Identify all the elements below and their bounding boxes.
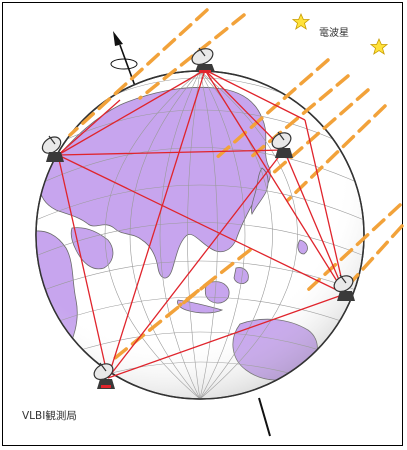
baseline <box>57 69 206 156</box>
baseline <box>204 69 306 121</box>
ray <box>286 104 387 202</box>
ray <box>138 13 246 100</box>
baseline <box>283 149 346 295</box>
baseline <box>57 154 109 379</box>
ray <box>68 8 209 137</box>
ray <box>212 58 330 162</box>
baseline <box>204 69 346 295</box>
baseline <box>107 69 206 379</box>
antenna-icon <box>333 274 355 301</box>
rotation-axis-arrow <box>113 31 123 46</box>
antenna-icon <box>271 131 293 158</box>
ray <box>178 248 252 307</box>
baseline <box>57 99 121 156</box>
ray <box>270 88 370 176</box>
baselines <box>57 69 346 379</box>
ray <box>342 224 404 292</box>
antenna-icon <box>41 135 64 162</box>
baseline <box>107 149 285 379</box>
baseline <box>57 149 285 156</box>
baseline <box>107 293 346 379</box>
radio-rays <box>68 8 404 360</box>
station-label: VLBI観測局 <box>22 410 77 422</box>
ray <box>248 74 350 160</box>
ray <box>306 203 402 292</box>
star-icon <box>291 12 311 30</box>
antenna-icon <box>93 362 115 389</box>
antenna-icon <box>191 47 215 73</box>
baseline <box>57 154 346 295</box>
baseline <box>304 119 346 295</box>
star-icon <box>369 37 389 55</box>
globe <box>35 70 365 400</box>
radio-source-label: 電波星 <box>319 28 349 39</box>
baseline <box>204 69 285 151</box>
